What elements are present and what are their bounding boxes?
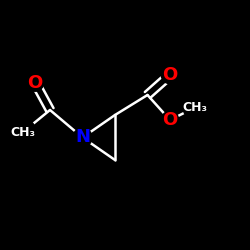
Circle shape <box>9 119 36 146</box>
Circle shape <box>183 96 207 120</box>
Circle shape <box>161 111 179 129</box>
Text: CH₃: CH₃ <box>182 101 208 114</box>
Circle shape <box>73 128 92 147</box>
Circle shape <box>26 74 44 91</box>
Text: O: O <box>162 66 178 84</box>
Circle shape <box>161 66 179 84</box>
Text: O: O <box>28 74 42 92</box>
Text: O: O <box>162 111 178 129</box>
Text: CH₃: CH₃ <box>10 126 35 139</box>
Text: N: N <box>75 128 90 146</box>
